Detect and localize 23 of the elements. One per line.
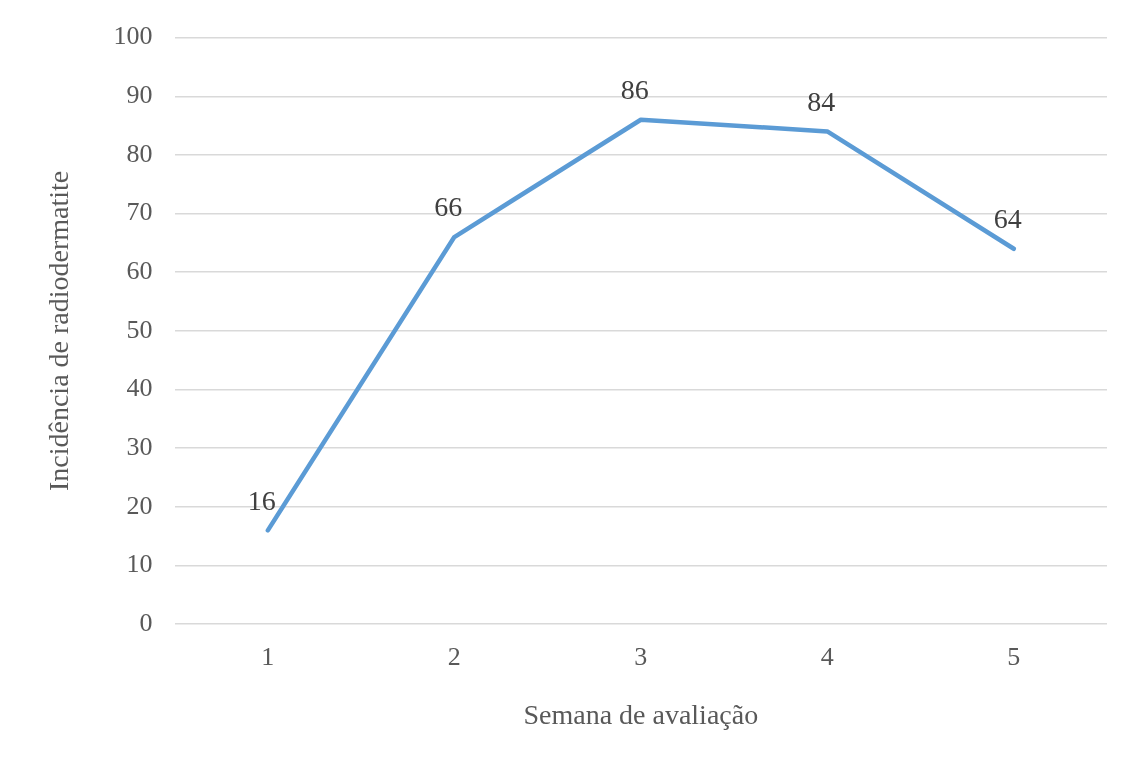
data-label: 66 <box>434 191 463 223</box>
y-tick-label: 30 <box>126 432 153 462</box>
y-tick-label: 20 <box>126 490 153 520</box>
data-label: 64 <box>993 203 1022 235</box>
y-tick-label: 10 <box>126 549 153 579</box>
y-tick-label: 40 <box>126 373 153 403</box>
x-tick-label: 5 <box>1007 641 1021 671</box>
y-tick-label: 70 <box>126 197 153 227</box>
y-axis-title: Incidência de radiodermatite <box>43 170 75 492</box>
x-axis-title: Semana de avaliação <box>523 698 759 730</box>
y-tick-label: 50 <box>126 314 153 344</box>
data-label: 86 <box>620 74 649 106</box>
x-tick-label: 1 <box>261 641 275 671</box>
data-label: 84 <box>807 85 836 117</box>
y-tick-label: 0 <box>139 608 153 638</box>
x-tick-label: 4 <box>820 641 834 671</box>
y-tick-label: 90 <box>126 80 153 110</box>
x-tick-label: 3 <box>634 641 648 671</box>
x-tick-label: 2 <box>447 641 461 671</box>
y-tick-label: 80 <box>126 138 153 168</box>
data-label: 16 <box>247 484 276 516</box>
y-tick-label: 100 <box>113 21 153 51</box>
y-tick-label: 60 <box>126 256 153 286</box>
